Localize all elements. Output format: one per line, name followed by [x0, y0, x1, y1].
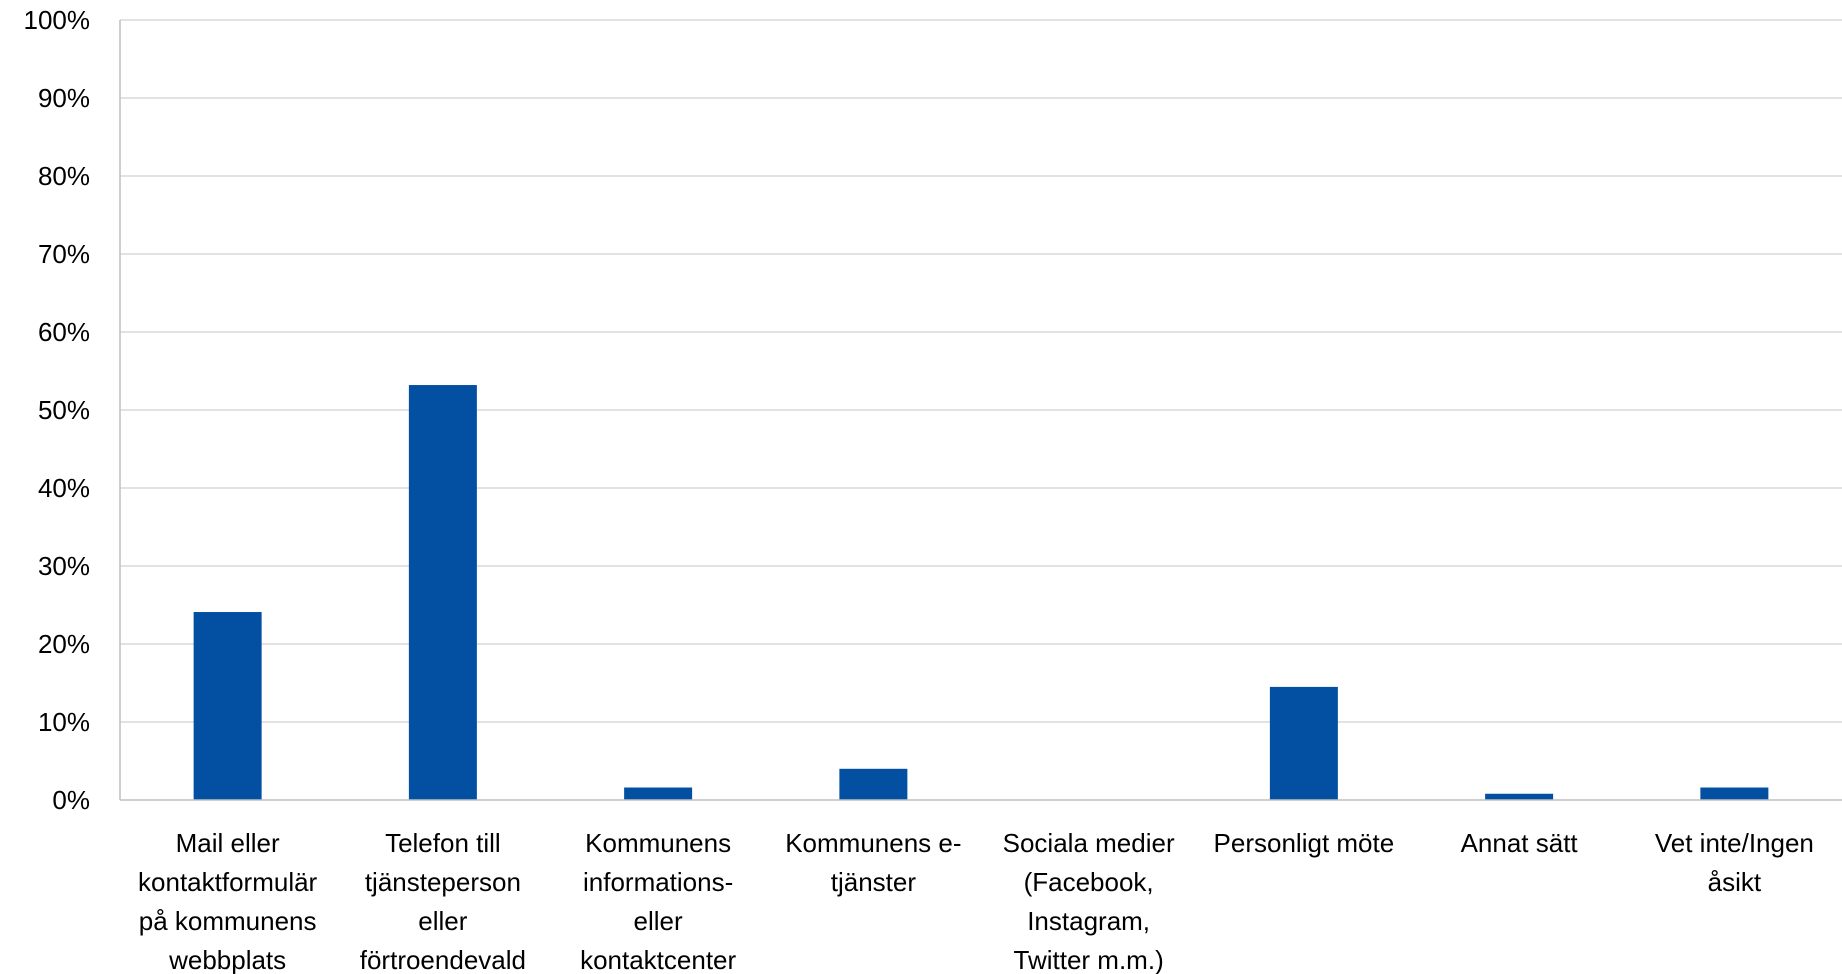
- bar: [624, 787, 693, 800]
- category-label-line: webbplats: [168, 945, 286, 974]
- category-label: Annat sätt: [1461, 828, 1579, 858]
- category-label-line: kontaktcenter: [580, 945, 736, 974]
- bars: [193, 385, 1769, 800]
- category-label: Vet inte/Ingen åsikt: [1655, 828, 1814, 897]
- category-label-line: Kommunens: [585, 828, 731, 858]
- category-label: Kommunens e-tjänster: [785, 828, 961, 897]
- category-label-line: på kommunens: [139, 906, 317, 936]
- category-label-line: Instagram,: [1027, 906, 1150, 936]
- bar: [1700, 787, 1769, 800]
- category-label-line: förtroendevald: [360, 945, 526, 974]
- bar: [1269, 686, 1338, 800]
- y-tick-label: 50%: [38, 395, 90, 425]
- bar: [1485, 793, 1554, 800]
- bar: [193, 612, 262, 800]
- category-label-line: kontaktformulär: [138, 867, 318, 897]
- category-label-line: eller: [634, 906, 683, 936]
- y-tick-label: 90%: [38, 83, 90, 113]
- y-tick-label: 0%: [52, 785, 90, 815]
- category-label-line: informations-: [583, 867, 733, 897]
- category-label-line: Kommunens e-: [785, 828, 961, 858]
- category-label-line: Annat sätt: [1461, 828, 1579, 858]
- category-label-line: Mail eller: [176, 828, 280, 858]
- y-tick-label: 80%: [38, 161, 90, 191]
- category-label-line: Telefon till: [385, 828, 501, 858]
- y-tick-label: 10%: [38, 707, 90, 737]
- category-label-line: åsikt: [1708, 867, 1762, 897]
- category-label-line: Sociala medier: [1003, 828, 1175, 858]
- y-axis-tick-labels: 0% 10% 20% 30% 40% 50% 60% 70% 80% 90% 100%: [24, 5, 91, 815]
- y-tick-label: 60%: [38, 317, 90, 347]
- y-tick-label: 20%: [38, 629, 90, 659]
- y-tick-label: 70%: [38, 239, 90, 269]
- category-label: Sociala medier (Facebook, Instagram, Twitte…: [1003, 828, 1175, 974]
- bar: [839, 768, 908, 800]
- category-label: Mail eller kontaktformulär på kommunens web…: [138, 828, 318, 974]
- gridlines: [119, 19, 1842, 800]
- category-label-line: eller: [418, 906, 467, 936]
- category-label-line: (Facebook,: [1024, 867, 1154, 897]
- category-label: Telefon till tjänsteperson eller förtroende…: [360, 828, 526, 974]
- category-label-line: Personligt möte: [1214, 828, 1395, 858]
- y-tick-label: 40%: [38, 473, 90, 503]
- x-axis-category-labels: Mail eller kontaktformulär på kommunens web…: [138, 828, 1814, 974]
- bar: [408, 385, 477, 800]
- y-tick-label: 100%: [24, 5, 91, 35]
- y-tick-label: 30%: [38, 551, 90, 581]
- category-label: Personligt möte: [1214, 828, 1395, 858]
- category-label-line: tjänsteperson: [365, 867, 521, 897]
- category-label-line: Vet inte/Ingen: [1655, 828, 1814, 858]
- category-label-line: Twitter m.m.): [1014, 945, 1164, 974]
- category-label-line: tjänster: [831, 867, 917, 897]
- category-label: Kommunens informations-eller kontaktcenter: [580, 828, 736, 974]
